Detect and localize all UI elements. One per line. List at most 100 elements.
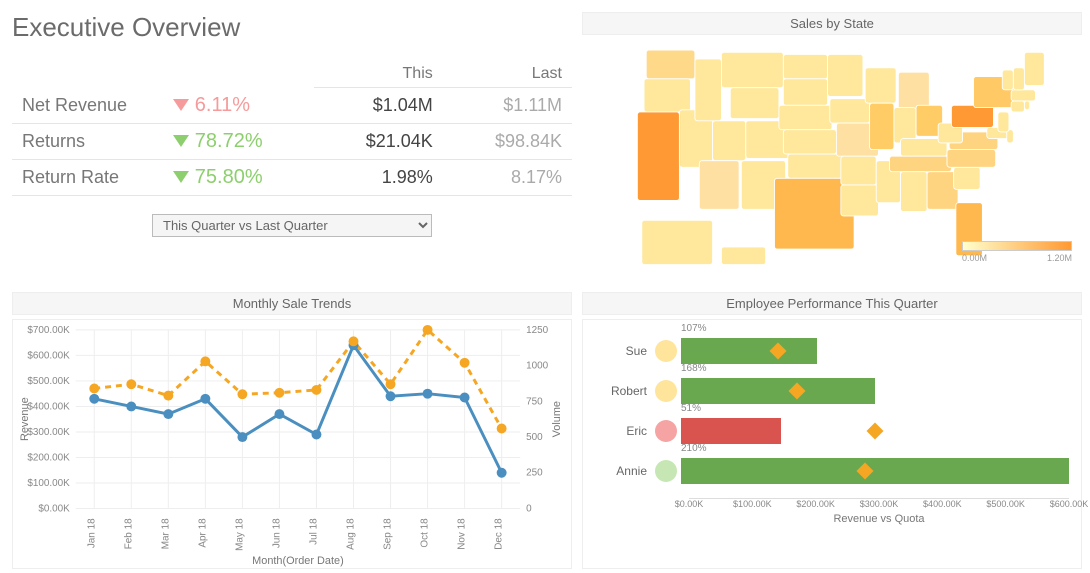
state-AR[interactable] [841, 156, 876, 185]
state-ID[interactable] [695, 59, 722, 121]
perf-x-title: Revenue vs Quota [689, 513, 1069, 525]
state-NE[interactable] [779, 105, 832, 129]
status-dot-icon [655, 460, 677, 482]
kpi-row: Returns78.72%$21.04K$98.84K [12, 123, 572, 159]
state-HI[interactable] [721, 247, 765, 265]
state-CA[interactable] [637, 112, 679, 200]
kpi-this: $1.04M [314, 88, 443, 124]
revenue-point[interactable] [200, 394, 210, 404]
kpi-last: $98.84K [443, 123, 572, 159]
state-IA[interactable] [830, 99, 870, 123]
volume-point[interactable] [460, 358, 470, 368]
kpi-delta: 6.11% [163, 88, 314, 124]
col-this: This [314, 61, 443, 88]
state-ND[interactable] [783, 54, 827, 78]
volume-point[interactable] [237, 389, 247, 399]
period-selector[interactable]: This Quarter vs Last Quarter [152, 214, 432, 237]
revenue-point[interactable] [497, 468, 507, 478]
perf-tick: $200.00K [796, 499, 835, 509]
revenue-point[interactable] [126, 401, 136, 411]
kpi-row: Net Revenue6.11%$1.04M$1.11M [12, 88, 572, 124]
state-AK[interactable] [642, 220, 713, 264]
svg-text:Aug 18: Aug 18 [346, 518, 357, 550]
revenue-point[interactable] [312, 430, 322, 440]
revenue-point[interactable] [386, 391, 396, 401]
perf-bar-track: 107% [681, 338, 1069, 364]
state-RI[interactable] [1024, 101, 1029, 110]
perf-bar-track: 168% [681, 378, 1069, 404]
state-KS[interactable] [783, 130, 836, 154]
state-IN[interactable] [894, 108, 916, 143]
executive-overview-panel: Executive Overview This Last Net Revenue… [12, 12, 572, 282]
revenue-point[interactable] [89, 394, 99, 404]
svg-text:750: 750 [526, 396, 543, 407]
state-PA[interactable] [951, 105, 993, 127]
state-LA[interactable] [841, 185, 879, 216]
state-NJ[interactable] [998, 112, 1009, 132]
perf-title: Employee Performance This Quarter [582, 292, 1082, 315]
state-OR[interactable] [644, 79, 690, 112]
svg-text:$600.00K: $600.00K [27, 350, 70, 361]
volume-point[interactable] [497, 424, 507, 434]
revenue-bar[interactable] [681, 378, 875, 404]
trends-title: Monthly Sale Trends [12, 292, 572, 315]
revenue-point[interactable] [237, 432, 247, 442]
svg-text:Revenue: Revenue [19, 397, 31, 441]
kpi-row: Return Rate75.80%1.98%8.17% [12, 159, 572, 195]
svg-text:Nov 18: Nov 18 [457, 518, 468, 550]
volume-point[interactable] [89, 384, 99, 394]
svg-text:$400.00K: $400.00K [27, 401, 70, 412]
percent-label: 51% [681, 403, 701, 414]
state-MA[interactable] [1011, 90, 1035, 101]
volume-point[interactable] [423, 325, 433, 335]
volume-point[interactable] [312, 385, 322, 395]
svg-text:$0.00K: $0.00K [38, 503, 70, 514]
revenue-point[interactable] [423, 389, 433, 399]
state-VT[interactable] [1002, 70, 1013, 90]
revenue-point[interactable] [460, 393, 470, 403]
legend-max: 1.20M [1047, 253, 1072, 263]
volume-point[interactable] [386, 379, 396, 389]
svg-text:Jul 18: Jul 18 [308, 518, 319, 545]
volume-point[interactable] [274, 388, 284, 398]
svg-text:Apr 18: Apr 18 [197, 518, 208, 548]
volume-point[interactable] [200, 356, 210, 366]
revenue-bar[interactable] [681, 458, 1069, 484]
perf-bar-track: 51% [681, 418, 1069, 444]
revenue-bar[interactable] [681, 418, 781, 444]
state-WI[interactable] [865, 68, 896, 103]
state-UT[interactable] [713, 121, 746, 161]
state-WA[interactable] [646, 50, 695, 79]
revenue-point[interactable] [274, 409, 284, 419]
volume-point[interactable] [349, 336, 359, 346]
state-MT[interactable] [721, 52, 783, 87]
state-SD[interactable] [783, 79, 827, 106]
volume-line [94, 330, 501, 429]
state-NH[interactable] [1013, 68, 1024, 90]
kpi-delta: 78.72% [163, 123, 314, 159]
state-MN[interactable] [828, 54, 863, 96]
kpi-delta: 75.80% [163, 159, 314, 195]
kpi-table: This Last Net Revenue6.11%$1.04M$1.11MRe… [12, 61, 572, 196]
kpi-delta-value: 75.80% [195, 166, 263, 188]
state-AZ[interactable] [699, 161, 739, 210]
revenue-point[interactable] [163, 409, 173, 419]
status-dot-icon [655, 380, 677, 402]
state-SC[interactable] [954, 167, 981, 189]
state-IL[interactable] [870, 103, 894, 149]
volume-point[interactable] [126, 379, 136, 389]
state-TN[interactable] [890, 156, 952, 171]
volume-point[interactable] [163, 391, 173, 401]
revenue-bar[interactable] [681, 338, 817, 364]
employee-row: Eric51% [595, 418, 1069, 444]
state-AL[interactable] [901, 172, 928, 212]
employee-performance-panel: Employee Performance This Quarter Sue107… [582, 292, 1082, 572]
trend-down-icon [173, 171, 189, 183]
kpi-delta-value: 78.72% [195, 130, 263, 152]
state-ME[interactable] [1024, 52, 1044, 85]
state-NC[interactable] [947, 150, 996, 168]
kpi-name: Return Rate [12, 159, 163, 195]
svg-text:$300.00K: $300.00K [27, 427, 70, 438]
state-WY[interactable] [730, 88, 779, 119]
state-CT[interactable] [1011, 101, 1024, 112]
